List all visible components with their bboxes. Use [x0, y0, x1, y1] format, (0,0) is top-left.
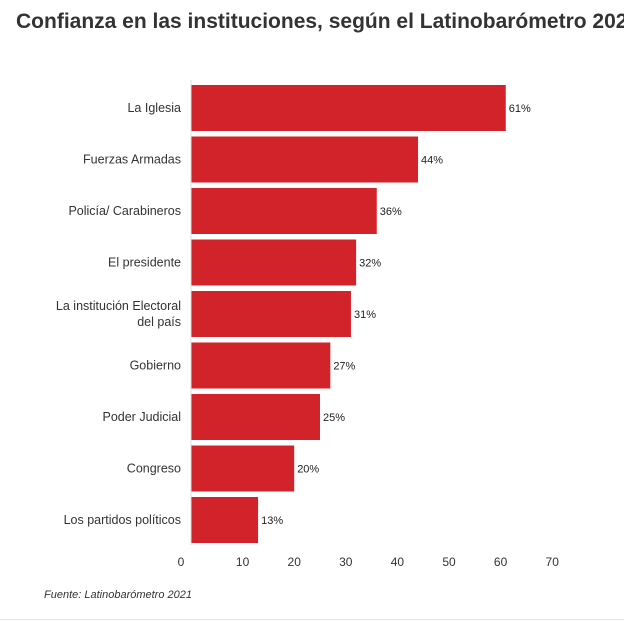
x-tick-label: 50: [442, 555, 456, 569]
category-label: Gobierno: [130, 359, 181, 373]
value-label: 13%: [261, 515, 283, 527]
value-label: 36%: [380, 206, 402, 218]
x-tick-label: 20: [288, 555, 302, 569]
source-note: Fuente: Latinobarómetro 2021: [44, 589, 192, 601]
category-label: Los partidos políticos: [64, 513, 181, 527]
bottom-divider: [0, 619, 624, 620]
x-tick-label: 40: [391, 555, 405, 569]
x-tick-label: 70: [546, 555, 560, 569]
value-labels: 61% 44% 36% 32% 31% 27% 25% 20% 13%: [261, 103, 531, 527]
category-label: Policía/ Carabineros: [68, 204, 181, 218]
bar: [191, 342, 331, 389]
value-label: 31%: [354, 309, 376, 321]
category-labels: La Iglesia Fuerzas Armadas Policía/ Carabi…: [56, 101, 181, 527]
bar: [191, 394, 320, 440]
x-tick-label: 10: [236, 555, 250, 569]
chart-title: Confianza en las instituciones, según el…: [16, 10, 624, 33]
value-label: 20%: [297, 464, 319, 476]
category-label: El presidente: [108, 256, 181, 270]
bar: [191, 239, 357, 286]
bar: [191, 136, 419, 183]
value-label: 27%: [333, 361, 355, 373]
bar: [191, 188, 377, 234]
value-label: 44%: [421, 155, 443, 167]
value-label: 32%: [359, 258, 381, 270]
category-label: Fuerzas Armadas: [83, 153, 181, 167]
bars-layer: [191, 85, 506, 543]
category-label: La institución Electoral del país: [56, 299, 181, 329]
bar: [191, 497, 259, 543]
x-tick-label: 30: [339, 555, 353, 569]
category-label: Congreso: [127, 462, 181, 476]
bar: [191, 291, 351, 337]
x-axis: 0 10 20 30 40 50 60 70: [178, 80, 560, 569]
value-label: 61%: [509, 103, 531, 115]
x-tick-label: 0: [178, 555, 185, 569]
bar: [191, 445, 295, 492]
value-label: 25%: [323, 412, 345, 424]
bar: [191, 85, 506, 131]
category-label: La Iglesia: [127, 101, 181, 115]
x-tick-label: 60: [494, 555, 508, 569]
category-label: Poder Judicial: [102, 410, 181, 424]
